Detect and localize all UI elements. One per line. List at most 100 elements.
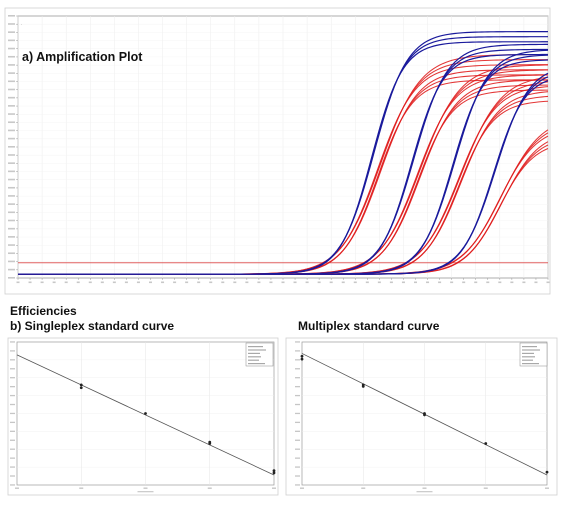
amplification-y-tick-label (8, 219, 15, 222)
std2-legend-line (522, 352, 534, 354)
std1-y-tick-label (10, 359, 15, 361)
std1-legend-line (248, 359, 259, 361)
amplification-x-tick-label (414, 281, 417, 284)
amplification-x-tick-label (149, 281, 152, 284)
multiplex-grid (302, 342, 547, 485)
amplification-x-tick-label (305, 281, 309, 284)
amplification-x-tick-label (76, 281, 80, 284)
amplification-plot: a) Amplification Plot · (4, 7, 551, 295)
amplification-x-tick-label (28, 281, 32, 284)
amplification-x-tick-label (136, 281, 140, 284)
amplification-x-tick-label (233, 281, 237, 284)
std1-legend-line (248, 356, 261, 358)
amplification-y-tick-label (8, 277, 15, 279)
amplification-y-tick-label (8, 64, 15, 66)
std2-y-tick-label (295, 448, 300, 450)
amplification-x-tick-label (317, 281, 321, 284)
efficiencies-heading: Efficiencies (10, 304, 77, 318)
std1-y-tick-label (10, 341, 15, 343)
amplification-x-tick-label (221, 281, 225, 284)
amplification-y-tick-label (8, 211, 15, 214)
singleplex-standard-curve (7, 337, 279, 496)
amplification-y-tick-label (8, 105, 15, 107)
std1-legend-line (248, 363, 265, 365)
std2-y-tick-label (295, 359, 300, 361)
amplification-x-tick-label (474, 281, 478, 284)
std1-y-tick-label (10, 457, 15, 459)
singleplex-legend-lines (248, 346, 266, 365)
amplification-y-axis-tag: · (21, 23, 22, 27)
amplification-y-tick-label (8, 47, 15, 50)
amplification-y-tick-label (8, 162, 15, 164)
amplification-x-tick-label (112, 281, 116, 284)
amplification-y-tick-label (8, 268, 15, 271)
std2-y-tick-label (295, 457, 300, 459)
std1-y-tick-label (10, 448, 15, 450)
std2-legend-line (522, 359, 533, 361)
singleplex-title: b) Singleplex standard curve (10, 319, 174, 333)
amplification-curve-blue (18, 72, 549, 275)
std1-x-tick-label (207, 487, 212, 489)
std1-y-tick-label (10, 421, 15, 424)
amplification-x-tick-label (52, 281, 56, 284)
amplification-y-tick-label (8, 15, 15, 17)
amplification-y-tick-label (8, 170, 15, 173)
amplification-x-tick-label (100, 281, 104, 284)
std1-point (79, 386, 83, 390)
std1-x-axis-label-placeholder (137, 491, 154, 493)
amplification-x-tick-label (281, 281, 285, 284)
amplification-x-tick-label (161, 281, 165, 284)
amplification-x-tick-label (257, 281, 261, 284)
multiplex-marks (300, 353, 549, 476)
amplification-y-tick-label (8, 227, 15, 230)
std1-y-tick-label (10, 394, 15, 397)
std1-y-tick-label (10, 466, 15, 468)
std1-point (144, 412, 147, 415)
amplification-y-tick-label (8, 244, 15, 246)
std2-y-tick-label (295, 421, 300, 424)
amplification-x-tick-label (16, 281, 20, 284)
amplification-curves (18, 31, 549, 275)
std2-legend-line (522, 356, 535, 358)
std2-y-tick-label (295, 466, 300, 468)
amplification-x-tick-label (486, 281, 490, 284)
amplification-grid (17, 16, 549, 278)
amplification-x-tick-label (293, 281, 297, 284)
std1-y-tick-label (10, 377, 15, 379)
std2-point (300, 357, 304, 361)
amplification-y-tick-label (8, 96, 15, 99)
std2-y-tick-label (295, 439, 300, 441)
amplification-x-tick-label (438, 281, 442, 284)
amplification-x-tick-label (546, 281, 550, 284)
std2-point (545, 470, 549, 474)
std1-y-tick-label (10, 439, 15, 441)
amplification-x-tick-label (389, 281, 393, 284)
amplification-y-tick-label (8, 55, 15, 58)
std1-point (208, 442, 212, 445)
std1-legend-line (248, 346, 263, 348)
std1-y-tick-label (10, 350, 15, 352)
std1-fit-line (16, 354, 275, 476)
std2-y-tick-label (295, 385, 300, 388)
std2-x-tick-label (422, 487, 427, 489)
amplification-y-tick-label (8, 236, 15, 238)
std1-legend-line (248, 349, 266, 351)
std2-point (484, 442, 488, 445)
std2-y-tick-label (295, 394, 300, 397)
amplification-x-tick-label (124, 281, 128, 284)
singleplex-grid (17, 342, 274, 485)
amplification-y-tick-label (8, 195, 15, 197)
amplification-y-tick-label (8, 146, 15, 148)
std2-y-tick-label (295, 368, 300, 370)
std1-y-tick-label (10, 430, 15, 432)
std2-x-axis-label-placeholder (416, 491, 433, 493)
amplification-x-tick-label (426, 281, 430, 284)
std2-y-tick-label (295, 341, 300, 343)
std2-x-tick-label (361, 487, 366, 489)
amplification-x-tick-label (450, 281, 454, 284)
std2-legend-line (522, 346, 537, 348)
std2-y-tick-label (295, 377, 300, 379)
amplification-x-tick-label (64, 281, 68, 284)
std1-y-tick-label (10, 368, 15, 370)
amplification-y-ticks (8, 15, 18, 279)
